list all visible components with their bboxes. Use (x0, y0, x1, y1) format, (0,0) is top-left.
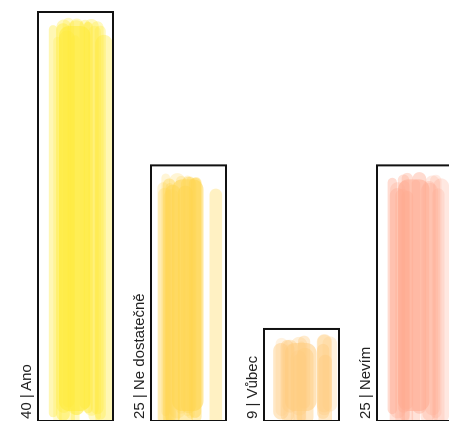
bar-2 (150, 164, 227, 421)
bar-3 (263, 327, 340, 421)
bar-label-4: 25 | Nevím (357, 347, 374, 419)
bar-fill-1 (48, 17, 113, 421)
bar-fill-3 (273, 334, 338, 421)
bar-fill-4 (387, 172, 449, 421)
bar-4 (376, 164, 449, 421)
bar-fill-2 (157, 173, 223, 421)
labels-group: 40 | Ano 25 | Ne dostatečně 9 | Vůbec 25 | … (18, 293, 374, 419)
bar-label-2: 25 | Ne dostatečně (131, 293, 148, 419)
bar-label-1: 40 | Ano (18, 364, 35, 419)
bar-1 (37, 11, 114, 421)
bar-label-3: 9 | Vůbec (244, 355, 261, 419)
bars-group (37, 11, 449, 421)
